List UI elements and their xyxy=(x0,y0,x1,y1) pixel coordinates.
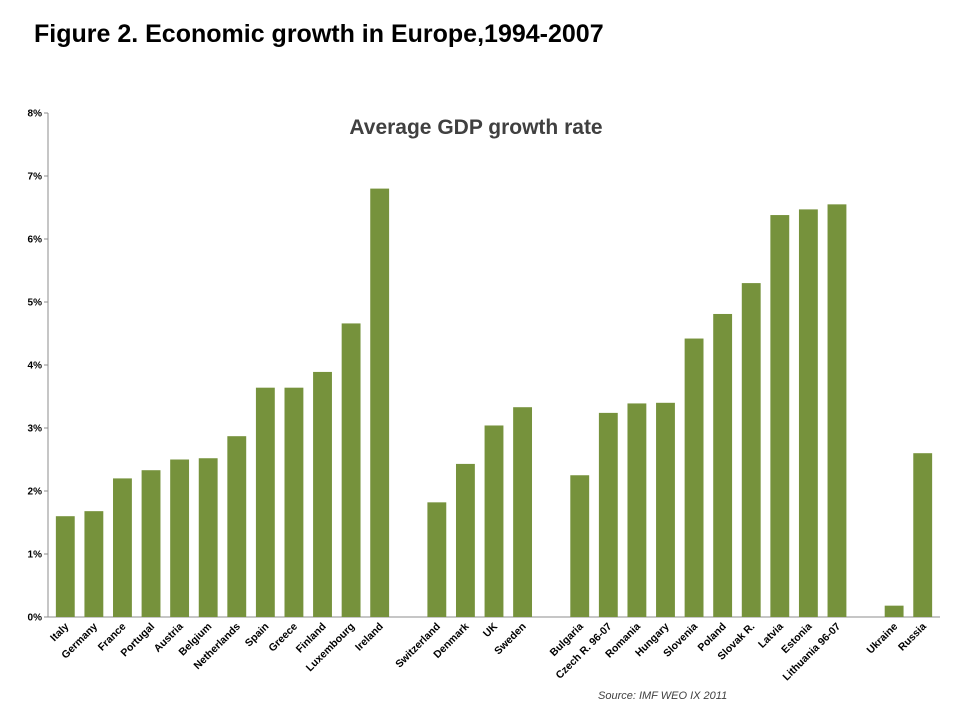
x-tick-label: Ireland xyxy=(353,621,386,654)
x-tick-label: Italy xyxy=(48,621,71,644)
bar xyxy=(798,209,818,617)
bar xyxy=(713,313,733,617)
bar xyxy=(656,402,675,617)
y-tick-label: 6% xyxy=(28,235,43,246)
bar xyxy=(770,215,790,617)
source-note: Source: IMF WEO IX 2011 xyxy=(598,690,727,702)
bar xyxy=(170,459,190,617)
y-tick-label: 2% xyxy=(28,487,43,498)
bar xyxy=(913,453,933,617)
bar xyxy=(427,502,447,617)
bar xyxy=(113,478,132,617)
bar xyxy=(884,605,904,617)
bar xyxy=(370,188,390,617)
x-axis-labels: ItalyGermanyFrancePortugalAustriaBelgium… xyxy=(48,620,929,683)
bar xyxy=(455,463,475,617)
bar xyxy=(484,425,504,617)
bar xyxy=(84,511,104,617)
x-tick-label: Ukraine xyxy=(865,621,901,657)
bar xyxy=(255,387,275,617)
bar xyxy=(141,470,161,617)
bar xyxy=(198,458,218,617)
y-tick-label: 3% xyxy=(28,424,43,435)
bar xyxy=(570,475,590,617)
bar xyxy=(598,412,618,617)
figure-title: Figure 2. Economic growth in Europe,1994… xyxy=(34,20,604,48)
bar xyxy=(513,407,533,617)
chart-title: Average GDP growth rate xyxy=(349,116,602,139)
bar xyxy=(313,371,332,617)
bars xyxy=(55,188,933,617)
bar xyxy=(284,387,304,617)
bar xyxy=(227,436,247,617)
y-tick-label: 1% xyxy=(28,550,43,561)
y-tick-label: 0% xyxy=(28,613,43,624)
bar xyxy=(827,204,847,617)
x-tick-label: Russia xyxy=(896,621,929,654)
x-tick-label: Sweden xyxy=(492,621,529,658)
bar xyxy=(627,403,647,617)
y-tick-label: 4% xyxy=(28,361,43,372)
bar xyxy=(341,323,361,617)
bar xyxy=(741,283,761,617)
bar xyxy=(684,338,704,617)
y-tick-label: 5% xyxy=(28,298,43,309)
y-tick-label: 7% xyxy=(28,172,43,183)
x-tick-label: UK xyxy=(481,620,501,640)
y-tick-label: 8% xyxy=(28,109,43,120)
bar xyxy=(55,516,75,617)
x-tick-label: Switzerland xyxy=(393,621,443,671)
